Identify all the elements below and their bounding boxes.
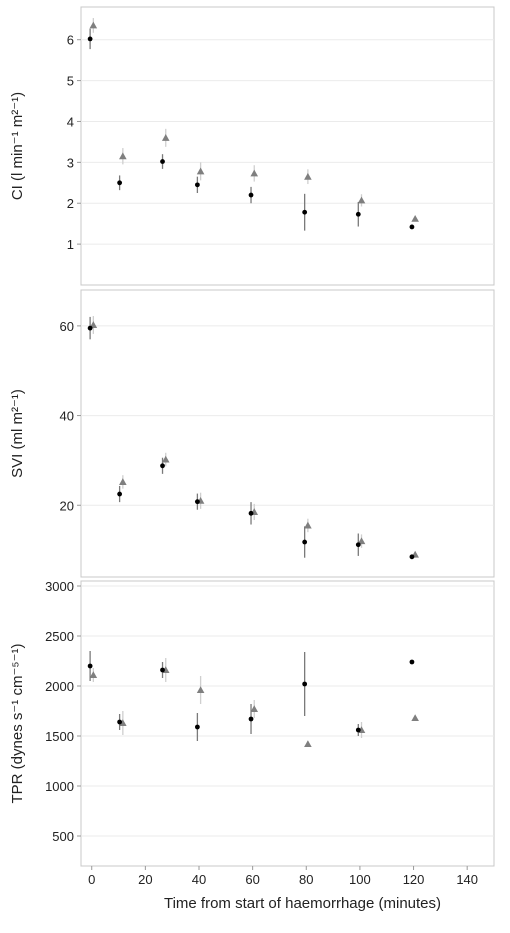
data-point-triangle xyxy=(119,478,127,485)
data-point-triangle xyxy=(89,21,98,29)
data-point-circle xyxy=(248,716,254,722)
y-tick-label: 2 xyxy=(67,196,74,211)
y-tick-label: 3000 xyxy=(45,579,74,594)
data-point-circle xyxy=(302,539,308,545)
data-point-circle xyxy=(355,542,361,548)
data-point-circle xyxy=(117,719,123,725)
data-point-circle xyxy=(248,192,254,198)
data-point-circle xyxy=(87,325,93,331)
x-tick-label: 60 xyxy=(245,872,259,887)
data-point-triangle xyxy=(304,740,312,748)
data-point-circle xyxy=(409,224,415,230)
data-point-circle xyxy=(302,209,308,215)
data-point-circle xyxy=(194,499,200,505)
y-tick-label: 20 xyxy=(60,498,74,513)
x-tick-label: 100 xyxy=(349,872,371,887)
data-point-circle xyxy=(117,491,123,497)
y-axis-label: CI (l min⁻¹ m²⁻¹) xyxy=(9,92,26,200)
data-point-circle xyxy=(248,510,254,516)
data-point-circle xyxy=(87,36,93,42)
y-tick-label: 1500 xyxy=(45,729,74,744)
series-circle xyxy=(87,651,415,741)
data-point-triangle xyxy=(119,152,127,160)
x-tick-label: 40 xyxy=(192,872,206,887)
y-axis-label: SVI (ml m²⁻¹) xyxy=(9,389,26,478)
series-circle xyxy=(87,28,415,231)
data-point-circle xyxy=(160,667,165,673)
y-tick-label: 500 xyxy=(52,829,74,844)
plot-frame xyxy=(80,580,495,867)
data-point-triangle xyxy=(250,705,259,713)
data-point-circle xyxy=(409,659,415,665)
y-tick-label: 4 xyxy=(67,114,74,129)
data-point-triangle xyxy=(250,169,259,177)
series-circle xyxy=(87,316,415,560)
data-point-circle xyxy=(160,159,165,164)
data-point-triangle xyxy=(161,455,170,463)
data-point-circle xyxy=(302,681,308,687)
x-tick-label: 20 xyxy=(138,872,152,887)
data-point-triangle xyxy=(357,537,366,545)
data-point-circle xyxy=(355,727,361,733)
y-tick-label: 2000 xyxy=(45,679,74,694)
y-tick-label: 2500 xyxy=(45,629,74,644)
x-axis-label: Time from start of haemorrhage (minutes) xyxy=(164,895,441,912)
data-point-triangle xyxy=(89,671,98,679)
data-point-triangle xyxy=(304,172,312,180)
data-point-circle xyxy=(355,211,361,217)
data-point-triangle xyxy=(304,521,312,529)
data-point-circle xyxy=(194,724,200,730)
data-point-circle xyxy=(194,182,200,188)
x-tick-label: 120 xyxy=(403,872,425,887)
chart-panel-2: 20 40 60 SVI (ml m²⁻¹) xyxy=(9,289,495,578)
data-point-triangle xyxy=(196,167,205,175)
data-point-circle xyxy=(117,180,123,186)
y-tick-label: 6 xyxy=(67,33,74,48)
y-tick-label: 5 xyxy=(67,74,74,89)
plot-frame xyxy=(80,6,495,286)
x-tick-label: 140 xyxy=(456,872,478,887)
data-point-triangle xyxy=(411,714,419,722)
y-tick-label: 60 xyxy=(60,319,74,334)
y-tick-label: 1000 xyxy=(45,779,74,794)
data-point-circle xyxy=(160,463,165,469)
y-tick-label: 3 xyxy=(67,155,74,170)
y-tick-label: 1 xyxy=(67,237,74,252)
data-point-circle xyxy=(87,663,93,669)
data-point-triangle xyxy=(161,134,170,141)
data-point-triangle xyxy=(196,686,205,694)
data-point-triangle xyxy=(119,719,127,727)
y-tick-label: 40 xyxy=(60,409,74,424)
data-point-triangle xyxy=(357,196,366,204)
data-point-circle xyxy=(409,554,415,560)
series-triangle xyxy=(89,658,419,748)
x-tick-label: 80 xyxy=(299,872,313,887)
x-tick-label: 0 xyxy=(88,872,95,887)
data-point-triangle xyxy=(411,214,419,222)
y-axis-label: TPR (dynes s⁻¹ cm⁻⁵⁻¹) xyxy=(9,644,26,804)
chart-panel-1: 1 2 3 4 5 6 CI (l min⁻¹ m²⁻¹) xyxy=(9,6,495,286)
series-triangle xyxy=(89,18,419,222)
plot-frame xyxy=(80,289,495,578)
